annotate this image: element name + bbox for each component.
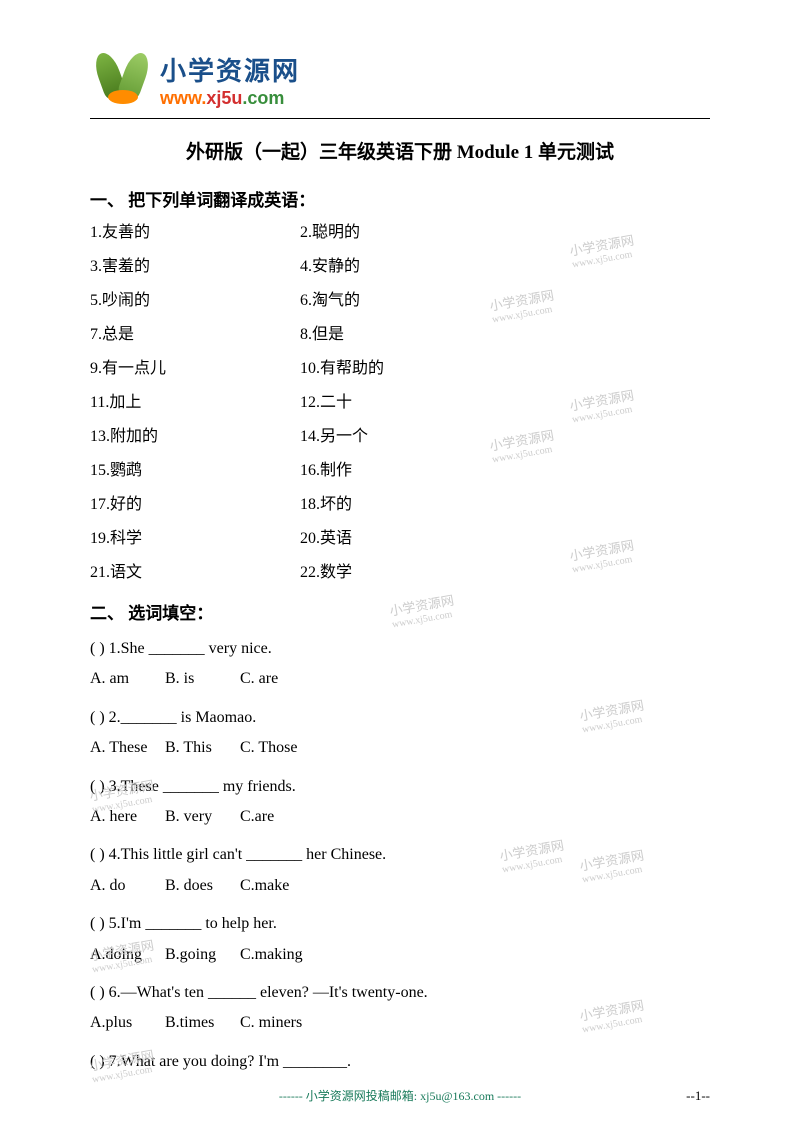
vocab-item: 21.语文 [90,561,300,585]
question-text: ( ) 6.—What's ten ______ eleven? —It's t… [90,978,710,1008]
document-title: 外研版（一起）三年级英语下册 Module 1 单元测试 [90,137,710,164]
question-block: ( ) 2._______ is Maomao.A. TheseB. ThisC… [90,703,710,764]
option: C. Those [240,733,315,763]
logo-url: www.xj5u.com [160,88,300,109]
option: C.are [240,802,315,832]
option: C.making [240,940,315,970]
question-text: ( ) 1.She _______ very nice. [90,634,710,664]
options-line: A. doB. doesC.make [90,871,710,901]
option: B.times [165,1008,240,1038]
questions-container: ( ) 1.She _______ very nice.A. amB. isC.… [90,634,710,1077]
vocab-item: 5.吵闹的 [90,289,300,313]
options-line: A. TheseB. ThisC. Those [90,733,710,763]
vocabulary-grid: 1.友善的2.聪明的3.害羞的4.安静的5.吵闹的6.淘气的7.总是8.但是9.… [90,221,710,585]
question-block: ( ) 1.She _______ very nice.A. amB. isC.… [90,634,710,695]
vocab-item: 11.加上 [90,391,300,415]
logo-text-block: 小学资源网 www.xj5u.com [160,51,300,109]
vocab-item: 8.但是 [300,323,710,347]
question-text: ( ) 7.What are you doing? I'm ________. [90,1047,710,1077]
option: A.plus [90,1008,165,1038]
header-divider [90,118,710,119]
option: C. are [240,664,315,694]
logo-cn-text: 小学资源网 [160,51,300,88]
vocab-item: 17.好的 [90,493,300,517]
vocab-item: 10.有帮助的 [300,357,710,381]
question-text: ( ) 4.This little girl can't _______ her… [90,840,710,870]
vocab-item: 7.总是 [90,323,300,347]
question-block: ( ) 4.This little girl can't _______ her… [90,840,710,901]
options-line: A. amB. isC. are [90,664,710,694]
page-number: --1-- [686,1088,710,1104]
question-block: ( ) 7.What are you doing? I'm ________. [90,1047,710,1077]
vocab-item: 15.鹦鹉 [90,459,300,483]
option: A.doing [90,940,165,970]
option: C. miners [240,1008,315,1038]
vocab-item: 13.附加的 [90,425,300,449]
option: B. is [165,664,240,694]
vocab-item: 16.制作 [300,459,710,483]
logo-header: 小学资源网 www.xj5u.com [90,50,710,110]
question-block: ( ) 5.I'm _______ to help her.A.doingB.g… [90,909,710,970]
section1-heading: 一、 把下列单词翻译成英语： [90,186,710,211]
option: B. very [165,802,240,832]
question-text: ( ) 3.These _______ my friends. [90,772,710,802]
options-line: A.plusB.timesC. miners [90,1008,710,1038]
vocab-item: 3.害羞的 [90,255,300,279]
footer-text: ------ 小学资源网投稿邮箱: xj5u@163.com ------ [0,1087,800,1104]
options-line: A.doingB.goingC.making [90,940,710,970]
vocab-item: 6.淘气的 [300,289,710,313]
question-text: ( ) 2._______ is Maomao. [90,703,710,733]
section2-heading: 二、 选词填空： [90,599,710,624]
option: A. These [90,733,165,763]
question-block: ( ) 3.These _______ my friends.A. hereB.… [90,772,710,833]
option: B. This [165,733,240,763]
vocab-item: 22.数学 [300,561,710,585]
vocab-item: 19.科学 [90,527,300,551]
option: A. am [90,664,165,694]
vocab-item: 12.二十 [300,391,710,415]
option: B.going [165,940,240,970]
logo-icon [90,50,155,110]
option: B. does [165,871,240,901]
vocab-item: 1.友善的 [90,221,300,245]
vocab-item: 2.聪明的 [300,221,710,245]
vocab-item: 4.安静的 [300,255,710,279]
options-line: A. hereB. veryC.are [90,802,710,832]
option: A. do [90,871,165,901]
vocab-item: 20.英语 [300,527,710,551]
vocab-item: 14.另一个 [300,425,710,449]
question-block: ( ) 6.—What's ten ______ eleven? —It's t… [90,978,710,1039]
question-text: ( ) 5.I'm _______ to help her. [90,909,710,939]
vocab-item: 18.坏的 [300,493,710,517]
vocab-item: 9.有一点儿 [90,357,300,381]
option: C.make [240,871,315,901]
option: A. here [90,802,165,832]
